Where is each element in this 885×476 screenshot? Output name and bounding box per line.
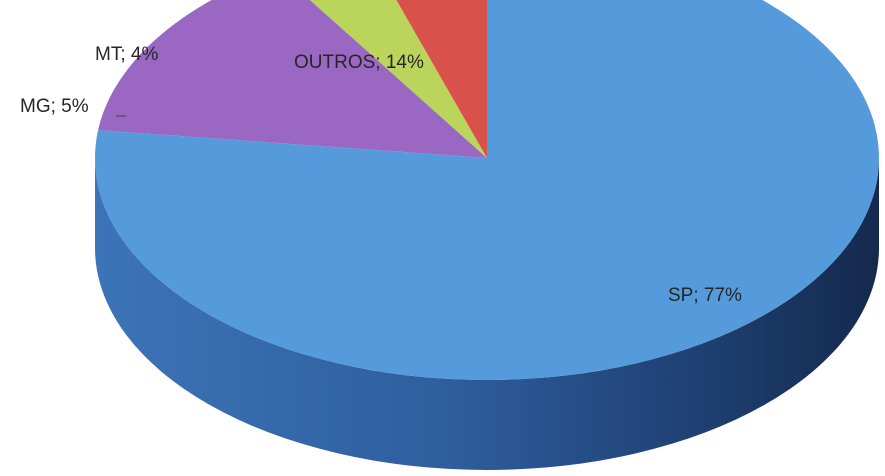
slice-label-mg: MG; 5% (20, 96, 89, 117)
slice-label-mt: MT; 4% (95, 44, 158, 65)
slice-mt (309, 0, 487, 158)
slice-outros (98, 0, 487, 158)
pie-top-layer (95, 0, 879, 380)
slice-label-sp: SP; 77% (668, 285, 742, 306)
slice-sp (95, 0, 879, 380)
slice-label-outros: OUTROS; 14% (294, 52, 424, 73)
slice-side-sp (95, 158, 879, 470)
pie-label-layer: SP; 77% OUTROS; 14% MT; 4% MG; 5% (20, 44, 742, 306)
pie-side-layer (95, 158, 879, 470)
slice-mg (396, 0, 487, 158)
